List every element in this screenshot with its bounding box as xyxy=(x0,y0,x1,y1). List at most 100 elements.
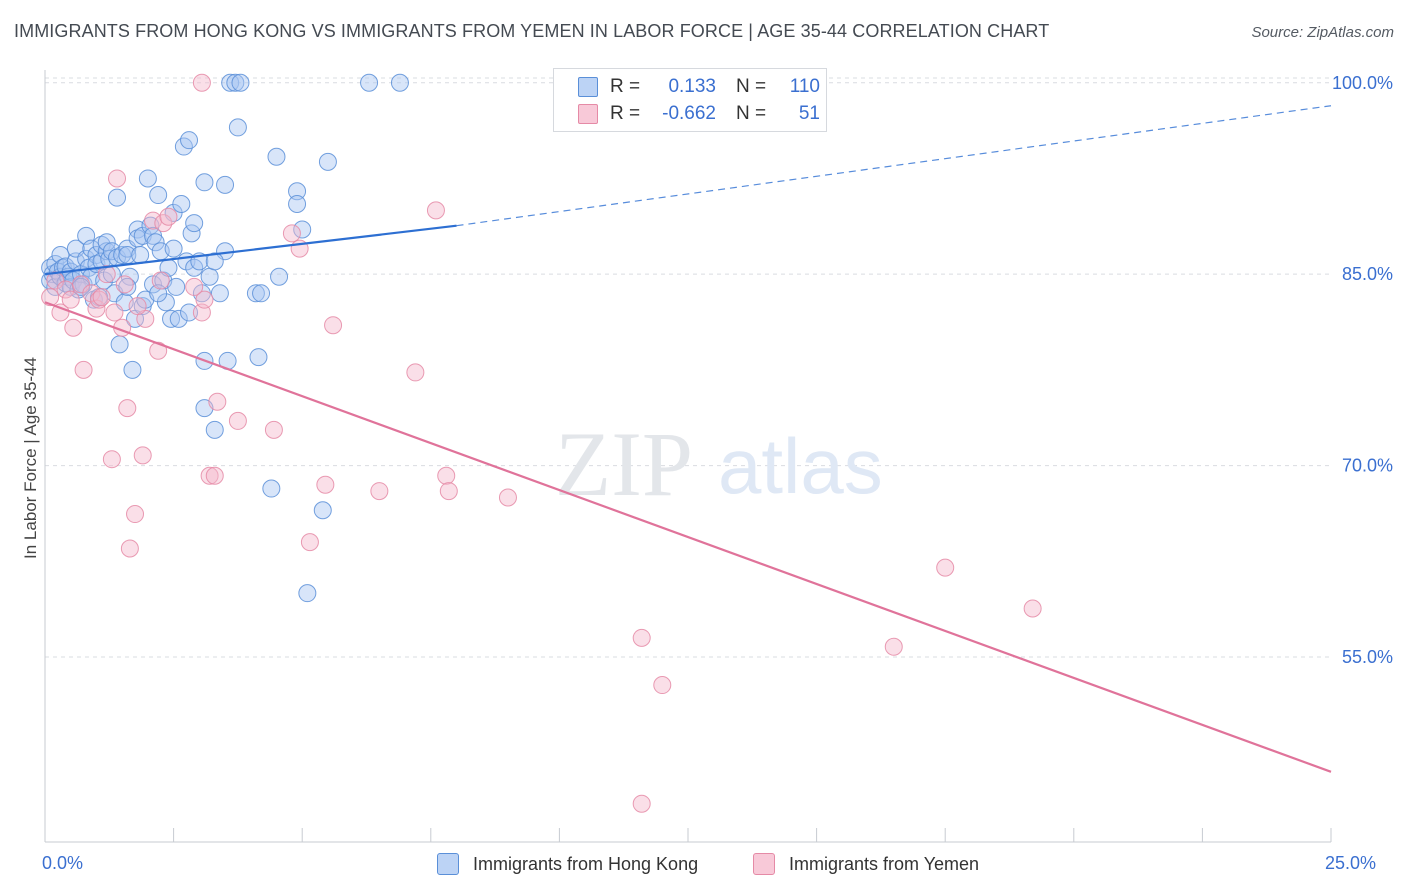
point-yemen xyxy=(208,392,227,411)
trend-lines xyxy=(44,105,1332,773)
point-yemen xyxy=(437,466,456,485)
point-hong-kong xyxy=(167,277,186,296)
point-yemen xyxy=(282,224,301,243)
point-hong-kong xyxy=(118,277,137,296)
n-value: 110 xyxy=(789,76,820,97)
point-hong-kong xyxy=(162,309,181,328)
point-yemen xyxy=(498,488,517,507)
point-yemen xyxy=(151,271,170,290)
point-hong-kong xyxy=(262,479,281,498)
legend-row-hong-kong: R = 0.133 N = 110 xyxy=(578,75,820,99)
point-hong-kong xyxy=(216,175,235,194)
point-yemen xyxy=(632,794,651,813)
axes xyxy=(44,70,1332,843)
point-yemen xyxy=(144,211,163,230)
watermark-zip: ZIP xyxy=(555,413,693,515)
point-yemen xyxy=(74,360,93,379)
point-yemen xyxy=(200,466,219,485)
point-hong-kong xyxy=(249,348,268,367)
legend-swatch-pink xyxy=(753,853,775,875)
chart-title: IMMIGRANTS FROM HONG KONG VS IMMIGRANTS … xyxy=(14,21,1050,41)
point-hong-kong xyxy=(226,73,245,92)
point-yemen xyxy=(97,265,116,284)
bottom-legend-yemen: Immigrants from Yemen xyxy=(753,852,979,876)
point-hong-kong xyxy=(390,73,409,92)
point-yemen xyxy=(133,446,152,465)
point-hong-kong xyxy=(246,284,265,303)
point-yemen xyxy=(884,637,903,656)
point-hong-kong xyxy=(298,584,317,603)
n-value: 51 xyxy=(798,103,820,124)
y-tick-label: 70.0% xyxy=(1342,456,1393,476)
y-tick-labels: 100.0% 85.0% 70.0% 55.0% xyxy=(1332,73,1393,667)
point-hong-kong xyxy=(228,118,247,137)
point-yemen xyxy=(126,505,145,524)
point-yemen xyxy=(192,73,211,92)
point-yemen xyxy=(1023,599,1042,618)
point-yemen xyxy=(108,169,127,188)
correlation-legend: R = 0.133 N = 110 R = -0.662 N = 51 xyxy=(553,68,827,132)
point-yemen xyxy=(632,628,651,647)
point-yemen xyxy=(61,290,80,309)
point-yemen xyxy=(149,341,168,360)
point-yemen xyxy=(264,420,283,439)
point-hong-kong xyxy=(131,246,150,265)
point-yemen xyxy=(370,482,389,501)
point-yemen xyxy=(128,297,147,316)
point-yemen xyxy=(406,363,425,382)
point-yemen xyxy=(64,318,83,337)
point-hong-kong xyxy=(195,173,214,192)
point-yemen xyxy=(936,558,955,577)
r-value: -0.662 xyxy=(662,103,716,124)
y-tick-label: 85.0% xyxy=(1342,264,1393,284)
point-hong-kong xyxy=(149,186,168,205)
point-yemen xyxy=(185,277,204,296)
point-yemen xyxy=(439,482,458,501)
y-axis-label: In Labor Force | Age 35-44 xyxy=(21,357,40,559)
y-tick-label: 55.0% xyxy=(1342,647,1393,667)
point-hong-kong xyxy=(210,284,229,303)
point-yemen xyxy=(72,275,91,294)
point-yemen xyxy=(105,303,124,322)
point-hong-kong xyxy=(185,214,204,233)
point-hong-kong xyxy=(123,360,142,379)
x-tick-label-max: 25.0% xyxy=(1325,853,1377,873)
legend-swatch-blue xyxy=(578,77,598,97)
legend-label-hong-kong: Immigrants from Hong Kong xyxy=(473,853,699,874)
point-hong-kong xyxy=(252,284,271,303)
point-yemen xyxy=(426,201,445,220)
point-yemen xyxy=(102,450,121,469)
point-hong-kong xyxy=(205,252,224,271)
grid-lines xyxy=(45,77,1331,658)
trend-line-yemen xyxy=(44,301,1332,773)
point-yemen xyxy=(205,466,224,485)
point-yemen xyxy=(300,533,319,552)
point-hong-kong xyxy=(267,147,286,166)
point-hong-kong xyxy=(318,152,337,171)
point-yemen xyxy=(159,207,178,226)
legend-row-yemen: R = -0.662 N = 51 xyxy=(578,102,820,126)
point-yemen xyxy=(90,290,109,309)
legend-swatch-blue xyxy=(437,853,459,875)
legend-label-yemen: Immigrants from Yemen xyxy=(789,853,980,874)
point-hong-kong xyxy=(288,182,307,201)
point-yemen xyxy=(324,316,343,335)
point-hong-kong xyxy=(288,194,307,213)
point-yemen xyxy=(115,275,134,294)
point-hong-kong xyxy=(146,233,165,252)
point-yemen xyxy=(41,288,60,307)
point-yemen xyxy=(228,411,247,430)
r-label: R = xyxy=(610,76,641,97)
point-hong-kong xyxy=(138,169,157,188)
point-hong-kong xyxy=(231,73,250,92)
n-label: N = xyxy=(736,76,767,97)
legend-swatch-pink xyxy=(578,104,598,124)
point-yemen xyxy=(653,676,672,695)
point-hong-kong xyxy=(270,267,289,286)
point-hong-kong xyxy=(169,309,188,328)
bottom-legend-hong-kong: Immigrants from Hong Kong xyxy=(437,852,698,876)
point-yemen xyxy=(51,303,70,322)
y-tick-label: 100.0% xyxy=(1332,73,1393,93)
point-hong-kong xyxy=(205,420,224,439)
chart-source: Source: ZipAtlas.com xyxy=(1251,24,1394,41)
